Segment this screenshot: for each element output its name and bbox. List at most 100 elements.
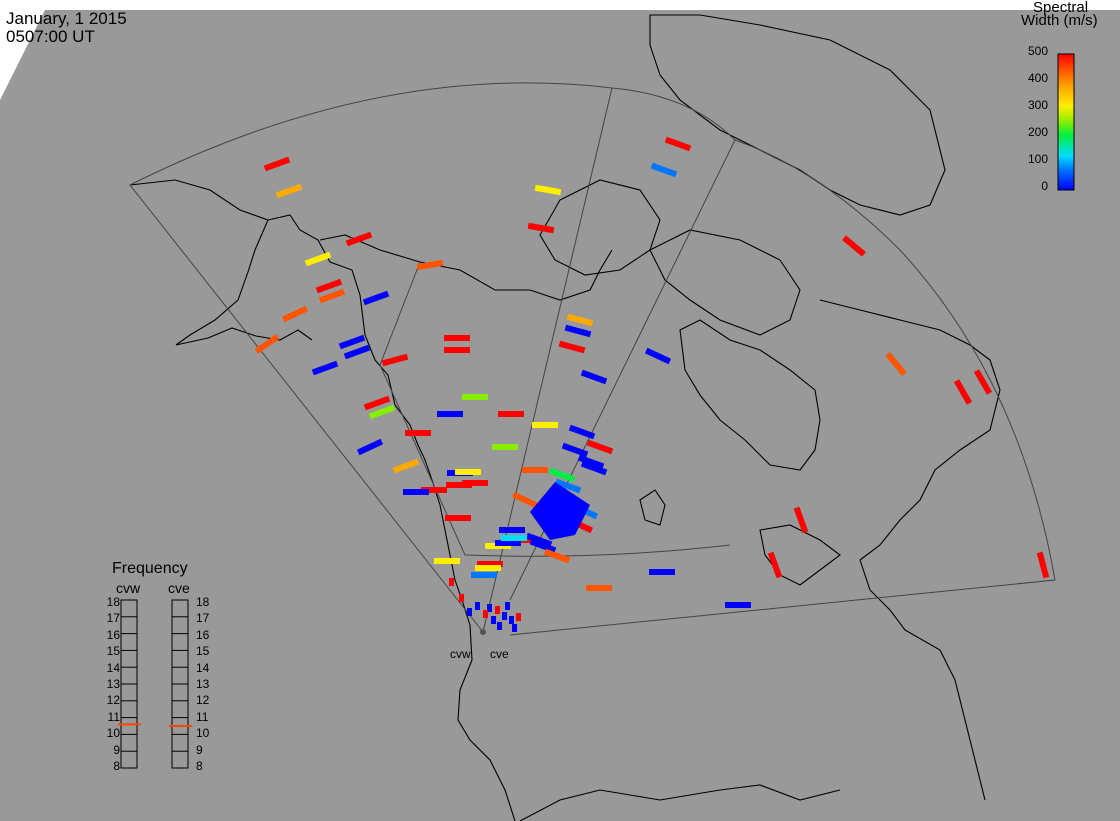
echo-mark xyxy=(416,259,444,271)
coastline-greenland xyxy=(649,14,946,216)
frequency-tick: 8 xyxy=(113,759,120,773)
echo-mark xyxy=(842,235,866,257)
colorbar-tick: 200 xyxy=(1027,125,1048,139)
echo-mark xyxy=(554,478,582,494)
frequency-tick: 10 xyxy=(196,726,210,741)
echo-mark xyxy=(444,347,470,353)
echo-mark xyxy=(449,578,454,586)
echo-mark xyxy=(444,335,470,341)
echo-mark xyxy=(477,561,503,567)
coastline-baffin xyxy=(649,229,801,336)
echo-mark xyxy=(580,460,608,476)
echo-mark xyxy=(403,489,429,495)
frequency-tick: 16 xyxy=(106,627,120,642)
echo-mark xyxy=(586,585,612,591)
colorbar-tick: 400 xyxy=(1027,71,1048,85)
colorbar-tick: 100 xyxy=(1027,152,1048,166)
echo-mark xyxy=(499,527,525,533)
echo-mark xyxy=(498,411,524,417)
echo-mark xyxy=(392,458,420,474)
echo-mark xyxy=(281,305,309,323)
colorbar-tick: 500 xyxy=(1027,44,1048,58)
frequency-tick: 12 xyxy=(106,693,120,708)
echo-mark xyxy=(568,424,596,440)
echo-mark xyxy=(529,538,557,554)
daylight-region xyxy=(0,0,45,100)
echo-mark xyxy=(445,515,471,521)
echo-mark xyxy=(534,184,562,196)
colorbar-gradient xyxy=(1057,53,1075,191)
echo-mark xyxy=(561,442,589,458)
echo-mark xyxy=(263,156,291,172)
echo-mark xyxy=(586,439,614,455)
colorbar-tick: 0 xyxy=(1041,179,1048,193)
echo-mark xyxy=(497,622,502,630)
frequency-tick: 18 xyxy=(106,595,120,609)
frequency-grid xyxy=(121,616,188,769)
echo-mark xyxy=(315,278,343,294)
echo-mark xyxy=(446,482,472,488)
echo-mark xyxy=(650,162,678,178)
echo-mark xyxy=(501,535,527,541)
echo-mark xyxy=(566,313,594,327)
echo-mark xyxy=(525,532,553,548)
echo-mark xyxy=(318,288,346,304)
echo-mark xyxy=(664,136,692,152)
echo-mark xyxy=(564,324,592,338)
echo-mark xyxy=(483,610,488,618)
echo-mark xyxy=(455,469,481,475)
coastlines xyxy=(129,14,1001,821)
echo-mark xyxy=(462,394,488,400)
echo-mark xyxy=(532,422,558,428)
echo-mark xyxy=(275,183,303,199)
echo-mark xyxy=(345,231,373,247)
frequency-tick: 17 xyxy=(196,611,210,626)
echo-mark xyxy=(381,353,409,367)
echo-mark xyxy=(558,340,586,354)
frequency-tick: 11 xyxy=(196,709,209,724)
echo-mark xyxy=(649,569,675,575)
site-label-cvw: cvw xyxy=(450,647,471,661)
echo-mark xyxy=(434,558,460,564)
frequency-tick: 10 xyxy=(106,726,120,741)
frequency-tick: 14 xyxy=(106,660,120,675)
coastline-labrador xyxy=(819,299,1001,561)
frequency-tick: 16 xyxy=(196,627,210,642)
echo-mark xyxy=(885,352,907,376)
coastline-lake-winnipeg xyxy=(639,489,666,526)
echo-mark xyxy=(362,290,390,306)
echo-mark xyxy=(471,572,497,578)
echo-mark xyxy=(311,360,339,376)
echo-mark xyxy=(767,551,783,579)
echo-mark xyxy=(577,454,605,470)
frequency-tick: 14 xyxy=(196,660,210,675)
frequency-tick: 15 xyxy=(196,644,210,659)
frequency-tick: 18 xyxy=(196,595,210,609)
echo-mark xyxy=(492,444,518,450)
echo-mark xyxy=(543,548,571,564)
echo-mark xyxy=(338,334,366,350)
echo-mark xyxy=(495,606,500,614)
echo-mark xyxy=(254,334,280,354)
frequency-title: Frequency xyxy=(112,560,188,577)
fov-inner-arc xyxy=(379,261,731,557)
frequency-tick: 9 xyxy=(113,742,120,757)
radar-site-marker xyxy=(480,629,486,635)
colorbar-title-line1: Spectral xyxy=(1033,0,1089,16)
echo-mark xyxy=(487,604,492,612)
echo-mark xyxy=(437,411,463,417)
frequency-tick: 13 xyxy=(196,677,210,691)
echo-mark xyxy=(343,344,371,360)
frequency-tick: 8 xyxy=(196,759,203,773)
echo-mark xyxy=(509,616,514,624)
coastline-hudson-bay xyxy=(679,319,821,471)
echo-mark xyxy=(368,404,396,420)
echo-mark xyxy=(580,369,608,385)
frequency-tick: 12 xyxy=(196,693,210,708)
echo-mark xyxy=(363,395,391,411)
coastline-east-us xyxy=(859,559,986,801)
echo-mark xyxy=(405,430,431,436)
colorbar xyxy=(1057,53,1075,191)
colorbar-title-line2: Width (m/s) xyxy=(1021,12,1098,29)
